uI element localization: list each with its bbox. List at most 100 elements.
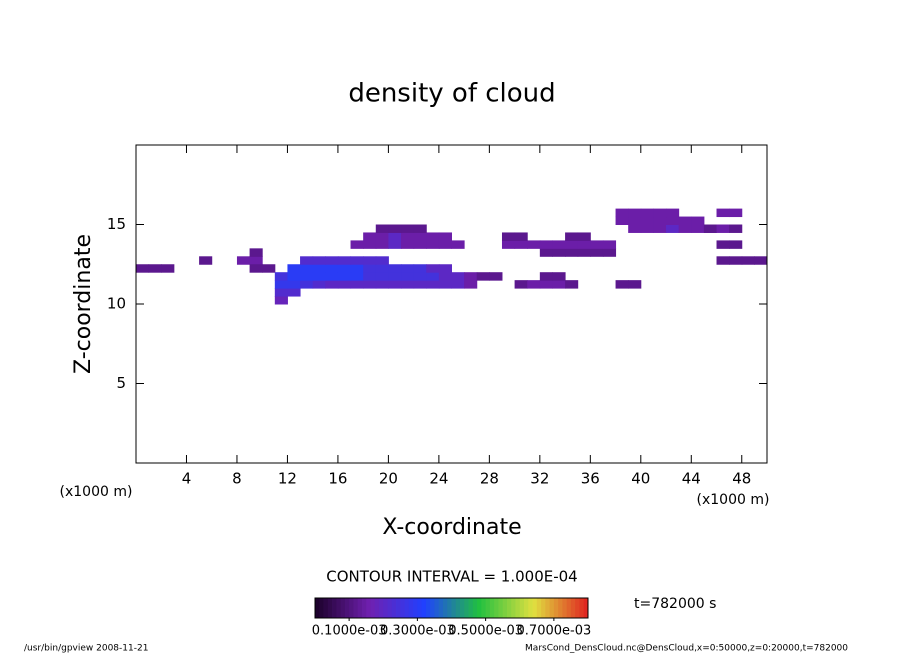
colorbar-swatch	[579, 598, 585, 618]
colorbar-swatch	[442, 598, 448, 618]
colorbar-swatch	[451, 598, 457, 618]
contour-cell	[489, 272, 503, 281]
contour-cell	[539, 240, 553, 249]
contour-cell	[716, 240, 730, 249]
contour-cell	[539, 280, 553, 289]
colorbar-swatch	[434, 598, 440, 618]
colorbar-swatch	[340, 598, 346, 618]
contour-cell	[363, 256, 377, 265]
contour-cell	[363, 272, 377, 281]
contour-cell	[300, 272, 314, 281]
contour-cell	[464, 272, 478, 281]
colorbar-swatch	[498, 598, 504, 618]
contour-cell	[325, 256, 339, 265]
colorbar-swatch	[485, 598, 491, 618]
contour-cell	[640, 224, 654, 233]
contour-cell	[539, 272, 553, 281]
contour-cell	[615, 216, 629, 225]
colorbar-tick-label: 0.7000e-03	[517, 624, 592, 639]
contour-cell	[438, 240, 452, 249]
colorbar-swatch	[464, 598, 469, 618]
contour-cell	[375, 280, 389, 289]
contour-cell	[653, 216, 667, 225]
x-tick-label: 32	[530, 470, 549, 488]
contour-cell	[590, 240, 604, 249]
contour-cell	[337, 256, 352, 265]
contour-cell	[464, 280, 478, 289]
contour-cell	[729, 256, 743, 265]
contour-cell	[274, 288, 288, 297]
contour-cell	[666, 216, 680, 225]
contour-cell	[602, 240, 617, 249]
contour-cell	[628, 216, 642, 225]
contour-cell	[148, 264, 162, 273]
contour-cell	[401, 264, 415, 273]
contour-cell	[754, 256, 768, 265]
y-axis-label: Z-coordinate	[71, 234, 96, 374]
x-tick-label: 4	[182, 470, 192, 488]
contour-cell	[375, 256, 389, 265]
contour-cell	[703, 224, 718, 233]
colorbar-swatch	[549, 598, 555, 618]
colorbar-swatch	[361, 598, 367, 618]
contour-cell	[312, 256, 326, 265]
contour-cell	[388, 224, 402, 233]
contour-cell	[413, 224, 427, 233]
contour-cell	[577, 248, 591, 257]
chart-title: density of cloud	[348, 79, 555, 109]
contour-cell	[640, 216, 654, 225]
contour-cell	[539, 248, 553, 257]
contour-cell	[514, 280, 528, 289]
colorbar-swatch	[511, 598, 516, 618]
colorbar-swatch	[472, 598, 478, 618]
contour-cell	[552, 248, 566, 257]
colorbar-swatch	[570, 598, 576, 618]
contour-cell	[325, 264, 339, 273]
contour-cell	[628, 280, 642, 289]
contour-cell	[249, 264, 263, 273]
contour-cell	[401, 272, 415, 281]
colorbar-swatch	[481, 598, 487, 618]
contour-cell	[729, 208, 743, 218]
contour-cell	[413, 280, 427, 289]
contour-cell	[653, 208, 667, 218]
colorbar-swatch	[387, 598, 393, 618]
colorbar-swatch	[336, 598, 341, 618]
colorbar-swatch	[378, 598, 384, 618]
x-tick-label: 28	[480, 470, 499, 488]
contour-cell	[350, 240, 364, 249]
y-tick-label: 10	[107, 295, 126, 313]
contour-cell	[438, 232, 452, 241]
contour-cell	[136, 264, 150, 273]
colorbar-swatch	[332, 598, 337, 618]
x-tick-label: 20	[379, 470, 398, 488]
colorbar-swatch	[519, 598, 525, 618]
contour-cell	[388, 240, 402, 249]
contour-cell	[388, 280, 402, 289]
contour-cell	[590, 248, 604, 257]
contour-cell	[729, 240, 743, 249]
contour-cell	[602, 248, 617, 257]
colorbar: 0.1000e-030.3000e-030.5000e-030.7000e-03	[312, 597, 592, 639]
contour-cell	[312, 264, 326, 273]
contour-cell	[375, 224, 389, 233]
contour-cell	[451, 280, 465, 289]
contour-cell	[274, 280, 288, 289]
colorbar-swatch	[583, 598, 589, 618]
colorbar-tick-label: 0.3000e-03	[380, 624, 455, 639]
colorbar-swatch	[353, 598, 359, 618]
contour-cell	[350, 272, 364, 281]
contour-cell	[501, 240, 516, 249]
footer: MarsCond_DensCloud.nc@DensCloud,x=0:5000…	[525, 644, 848, 654]
x-tick-label: 12	[278, 470, 297, 488]
contour-cell	[249, 256, 263, 265]
contour-cell	[401, 280, 415, 289]
x-tick-label: 44	[682, 470, 701, 488]
colorbar-swatch	[553, 598, 559, 618]
contour-cell	[615, 280, 629, 289]
colorbar-swatch	[417, 598, 423, 618]
colorbar-swatch	[528, 598, 533, 618]
contour-cell	[350, 264, 364, 273]
colorbar-swatch	[536, 598, 542, 618]
